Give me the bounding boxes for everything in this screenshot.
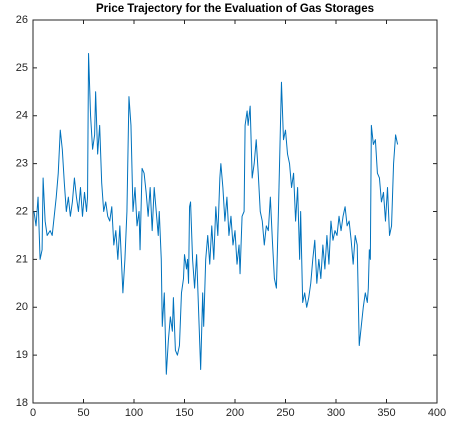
y-tick-label: 25 <box>16 62 28 74</box>
x-tick-label: 250 <box>276 407 294 419</box>
x-tick-label: 350 <box>377 407 395 419</box>
x-tick-label: 100 <box>125 407 143 419</box>
y-tick-label: 21 <box>16 253 28 265</box>
chart-title: Price Trajectory for the Evaluation of G… <box>96 3 374 15</box>
axes-box <box>32 19 438 404</box>
y-tick-label: 24 <box>16 110 28 122</box>
x-tick-label: 50 <box>77 407 89 419</box>
x-tick-label: 300 <box>327 407 345 419</box>
y-tick-label: 18 <box>16 397 28 409</box>
y-tick-label: 22 <box>16 205 28 217</box>
y-tick-label: 26 <box>16 14 28 26</box>
price-line <box>33 53 399 375</box>
y-tick-label: 23 <box>16 158 28 170</box>
x-tick-label: 150 <box>175 407 193 419</box>
x-tick-label: 200 <box>226 407 244 419</box>
y-tick-label: 19 <box>16 349 28 361</box>
x-tick-label: 0 <box>30 407 36 419</box>
x-tick-label: 400 <box>428 407 446 419</box>
y-tick-label: 20 <box>16 301 28 313</box>
